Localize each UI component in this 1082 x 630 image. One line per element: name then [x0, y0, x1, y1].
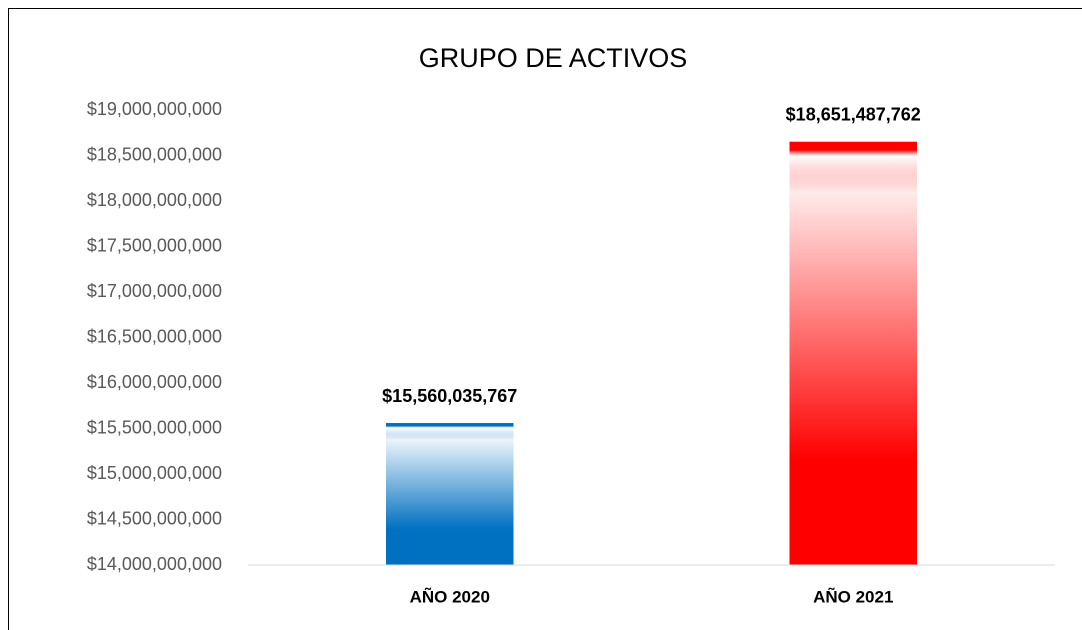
y-tick-label: $14,500,000,000	[87, 508, 222, 528]
y-tick-label: $19,000,000,000	[87, 99, 222, 119]
y-tick-label: $14,000,000,000	[87, 554, 222, 574]
x-tick-label: AÑO 2020	[410, 586, 490, 606]
data-label: $18,651,487,762	[786, 104, 921, 124]
y-tick-label: $16,500,000,000	[87, 326, 222, 346]
bar	[385, 423, 514, 565]
y-tick-label: $18,000,000,000	[87, 190, 222, 210]
y-tick-label: $15,500,000,000	[87, 417, 222, 437]
bar	[789, 141, 918, 566]
chart-title: GRUPO DE ACTIVOS	[419, 43, 688, 73]
data-label: $15,560,035,767	[382, 386, 517, 406]
y-tick-label: $18,500,000,000	[87, 144, 222, 164]
y-tick-label: $15,000,000,000	[87, 463, 222, 483]
y-tick-label: $17,500,000,000	[87, 235, 222, 255]
x-tick-label: AÑO 2021	[813, 586, 893, 606]
y-tick-label: $16,000,000,000	[87, 372, 222, 392]
y-tick-label: $17,000,000,000	[87, 281, 222, 301]
